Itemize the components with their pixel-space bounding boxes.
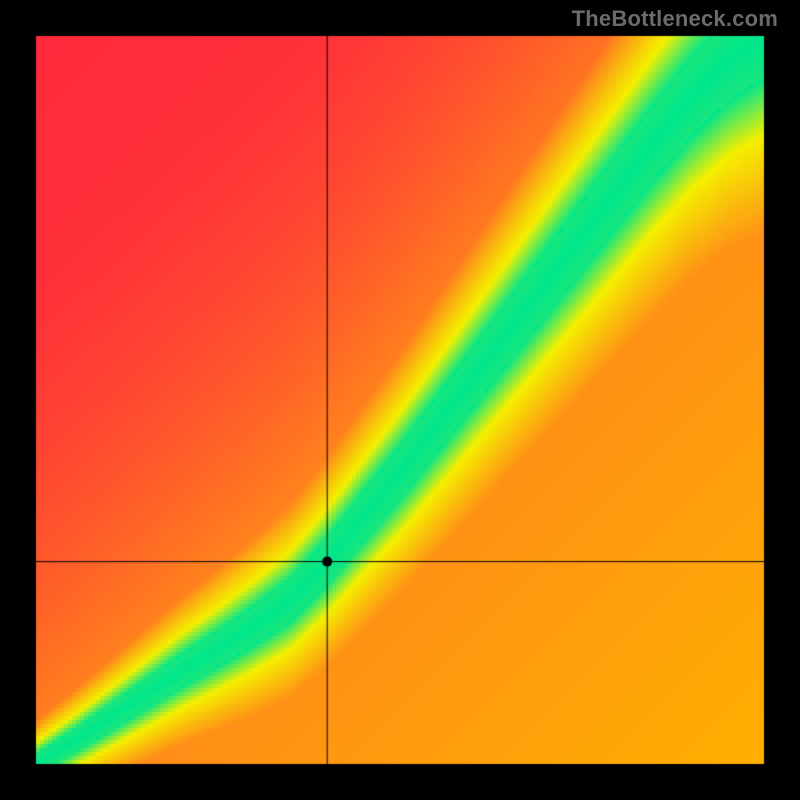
chart-container: TheBottleneck.com <box>0 0 800 800</box>
watermark-text: TheBottleneck.com <box>572 6 778 32</box>
heatmap-canvas <box>0 0 800 800</box>
